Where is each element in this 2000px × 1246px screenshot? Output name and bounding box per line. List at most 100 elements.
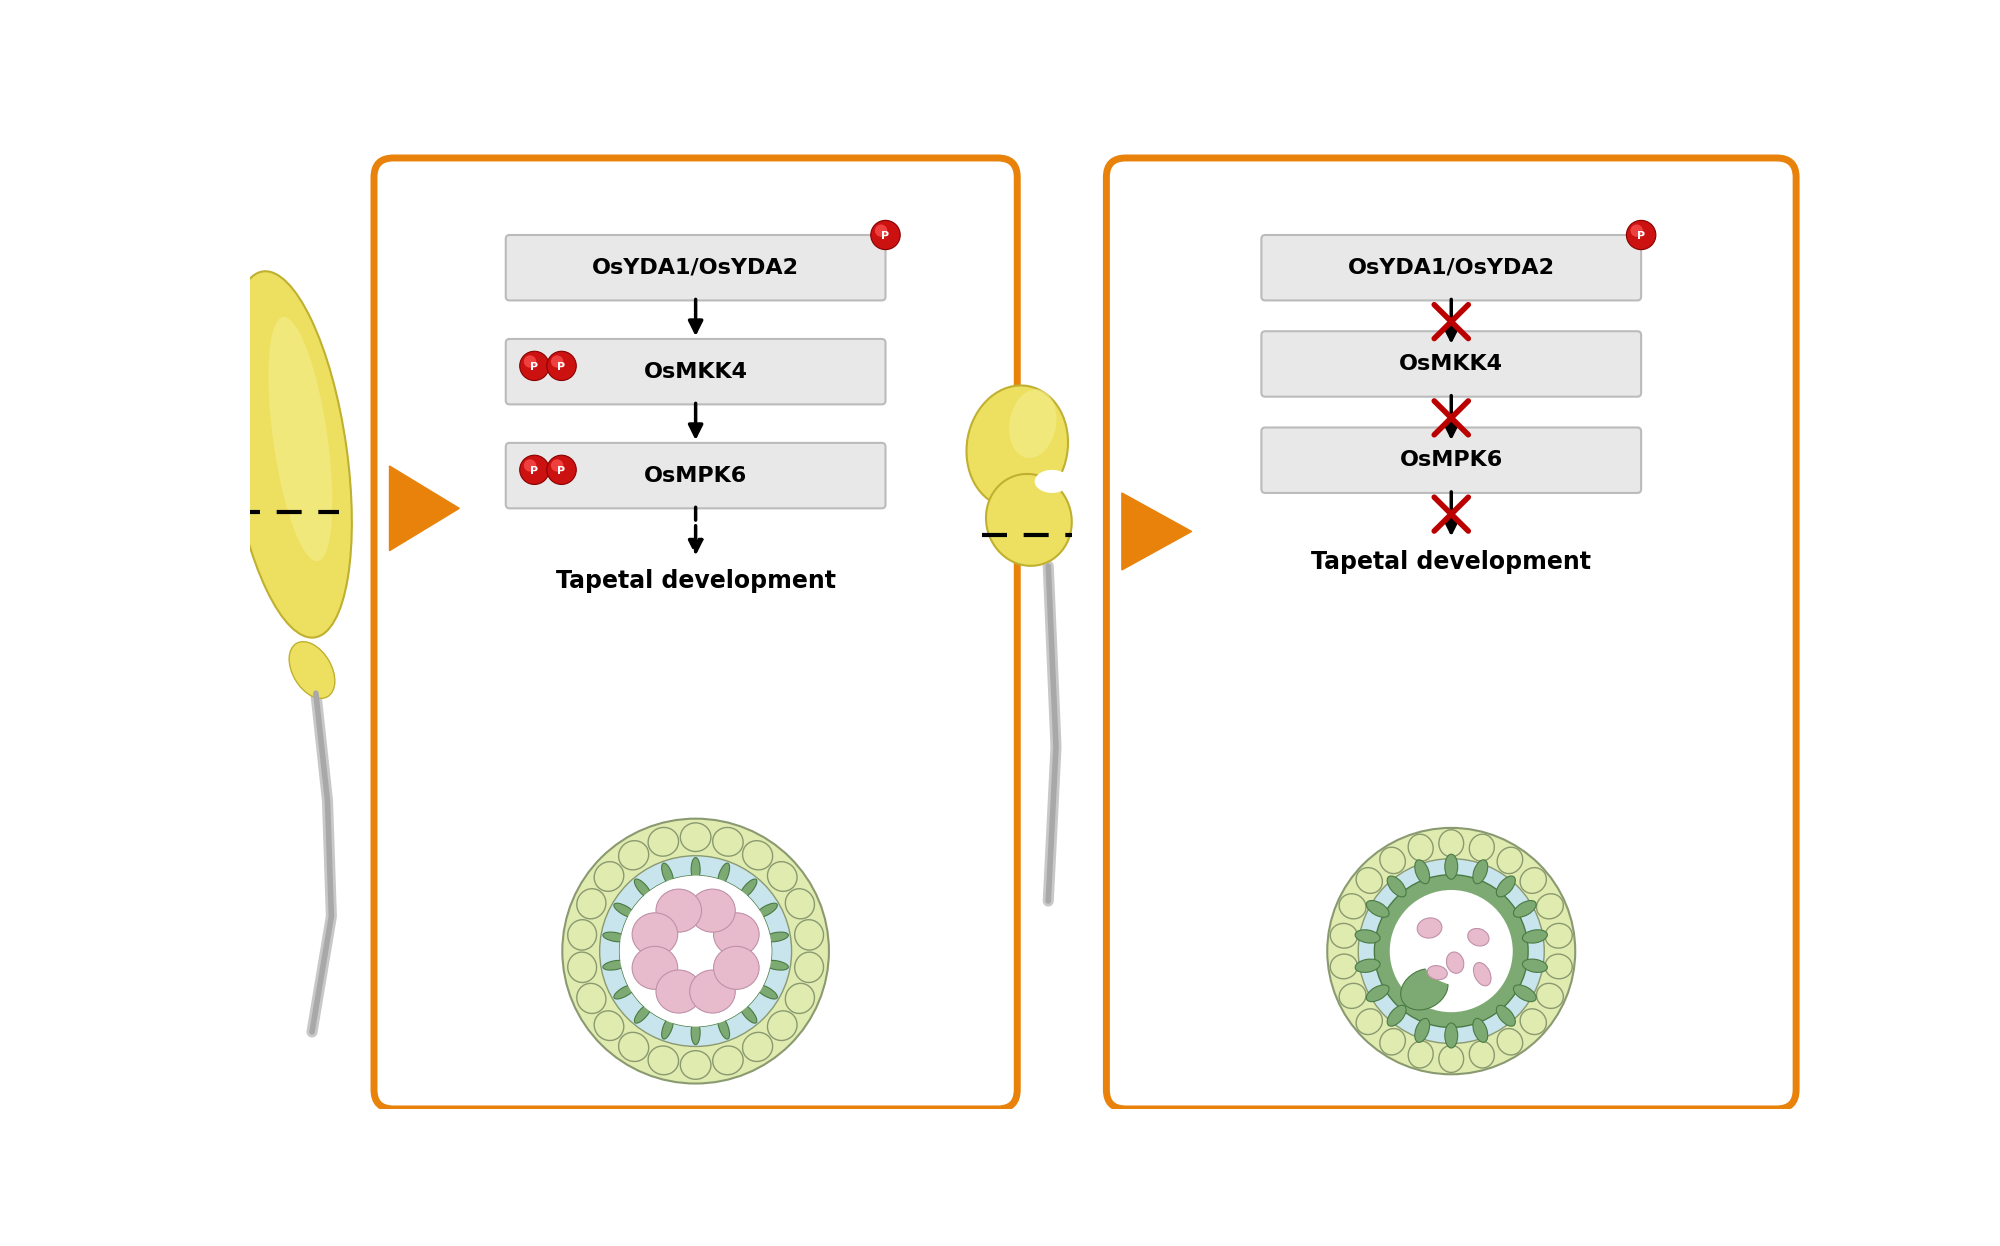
Circle shape <box>550 460 564 471</box>
Ellipse shape <box>1356 867 1382 893</box>
Ellipse shape <box>1470 1042 1494 1068</box>
FancyBboxPatch shape <box>1262 331 1642 396</box>
Circle shape <box>1358 858 1544 1043</box>
Ellipse shape <box>714 946 760 989</box>
Ellipse shape <box>794 920 824 949</box>
Ellipse shape <box>1380 847 1406 873</box>
Ellipse shape <box>1522 930 1548 943</box>
Ellipse shape <box>1496 876 1516 897</box>
Ellipse shape <box>648 827 678 856</box>
Ellipse shape <box>568 920 596 949</box>
Polygon shape <box>390 466 460 551</box>
Circle shape <box>1328 827 1576 1074</box>
Ellipse shape <box>756 903 778 917</box>
FancyBboxPatch shape <box>1262 427 1642 493</box>
Ellipse shape <box>594 862 624 891</box>
Ellipse shape <box>712 827 744 856</box>
Ellipse shape <box>1034 470 1070 493</box>
Ellipse shape <box>1496 1006 1516 1027</box>
Ellipse shape <box>1438 1045 1464 1073</box>
Ellipse shape <box>692 1020 700 1044</box>
Ellipse shape <box>768 862 798 891</box>
Ellipse shape <box>634 878 652 898</box>
Ellipse shape <box>1330 923 1358 948</box>
Ellipse shape <box>602 932 626 942</box>
Ellipse shape <box>1356 959 1380 972</box>
Text: P: P <box>1638 231 1646 240</box>
Circle shape <box>1626 221 1656 249</box>
FancyBboxPatch shape <box>1262 235 1642 300</box>
Ellipse shape <box>1388 1006 1406 1027</box>
Ellipse shape <box>690 890 736 932</box>
Text: OsYDA1/OsYDA2: OsYDA1/OsYDA2 <box>592 258 800 278</box>
FancyBboxPatch shape <box>506 235 886 300</box>
Ellipse shape <box>1520 1009 1546 1034</box>
FancyBboxPatch shape <box>1106 158 1796 1109</box>
Ellipse shape <box>1356 1009 1382 1034</box>
Ellipse shape <box>966 385 1068 508</box>
Circle shape <box>550 355 564 368</box>
Ellipse shape <box>786 983 814 1013</box>
Ellipse shape <box>1514 901 1536 917</box>
Ellipse shape <box>290 642 334 699</box>
Text: OsMPK6: OsMPK6 <box>1400 450 1502 470</box>
Ellipse shape <box>1388 876 1406 897</box>
Text: P: P <box>530 361 538 371</box>
FancyBboxPatch shape <box>506 442 886 508</box>
Circle shape <box>874 224 888 237</box>
Ellipse shape <box>1366 901 1390 917</box>
Ellipse shape <box>662 863 674 886</box>
Circle shape <box>1630 224 1642 237</box>
Ellipse shape <box>794 952 824 983</box>
Ellipse shape <box>634 1004 652 1023</box>
Circle shape <box>1374 875 1528 1028</box>
Ellipse shape <box>986 473 1072 566</box>
Ellipse shape <box>594 1011 624 1040</box>
Ellipse shape <box>648 1045 678 1075</box>
Ellipse shape <box>1470 835 1494 861</box>
Ellipse shape <box>1498 1029 1522 1055</box>
Ellipse shape <box>718 1017 730 1039</box>
Ellipse shape <box>268 316 332 561</box>
Text: P: P <box>530 466 538 476</box>
Ellipse shape <box>768 1011 798 1040</box>
Ellipse shape <box>1472 1018 1488 1043</box>
Ellipse shape <box>1536 983 1564 1008</box>
FancyBboxPatch shape <box>506 339 886 405</box>
Ellipse shape <box>690 971 736 1013</box>
Text: Tapetal development: Tapetal development <box>556 569 836 593</box>
Ellipse shape <box>1546 923 1572 948</box>
Text: P: P <box>882 231 890 240</box>
Text: OsMKK4: OsMKK4 <box>1400 354 1504 374</box>
Ellipse shape <box>1546 954 1572 979</box>
Circle shape <box>520 455 550 485</box>
Circle shape <box>870 221 900 249</box>
Ellipse shape <box>632 946 678 989</box>
Ellipse shape <box>742 1033 772 1062</box>
Ellipse shape <box>1366 984 1390 1002</box>
Circle shape <box>524 355 536 368</box>
Circle shape <box>620 876 772 1027</box>
Circle shape <box>562 819 828 1084</box>
Ellipse shape <box>602 961 626 971</box>
Text: OsYDA1/OsYDA2: OsYDA1/OsYDA2 <box>1348 258 1554 278</box>
Text: OsMPK6: OsMPK6 <box>644 466 748 486</box>
Ellipse shape <box>568 952 596 983</box>
Ellipse shape <box>1438 830 1464 857</box>
Ellipse shape <box>712 1045 744 1075</box>
Ellipse shape <box>1446 952 1464 973</box>
Ellipse shape <box>1444 855 1458 880</box>
Ellipse shape <box>1468 928 1488 946</box>
Ellipse shape <box>680 822 710 851</box>
Ellipse shape <box>1414 1018 1430 1043</box>
FancyBboxPatch shape <box>374 158 1018 1109</box>
Circle shape <box>546 455 576 485</box>
Ellipse shape <box>618 1033 648 1062</box>
Ellipse shape <box>1474 963 1492 986</box>
Circle shape <box>620 876 772 1027</box>
Ellipse shape <box>1010 389 1056 459</box>
Ellipse shape <box>1514 984 1536 1002</box>
Circle shape <box>600 856 792 1047</box>
Ellipse shape <box>226 272 352 638</box>
Circle shape <box>1390 890 1512 1012</box>
